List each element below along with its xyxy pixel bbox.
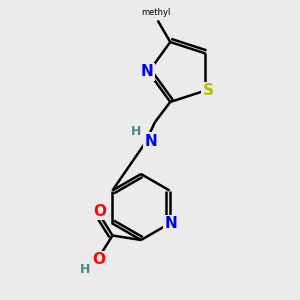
Text: N: N — [141, 64, 153, 80]
Text: O: O — [92, 252, 105, 267]
Text: O: O — [93, 204, 106, 219]
Text: N: N — [145, 134, 157, 148]
Text: H: H — [80, 263, 91, 276]
Text: N: N — [165, 216, 178, 231]
Text: S: S — [202, 83, 213, 98]
Text: methyl: methyl — [142, 8, 171, 17]
Text: H: H — [131, 124, 142, 138]
